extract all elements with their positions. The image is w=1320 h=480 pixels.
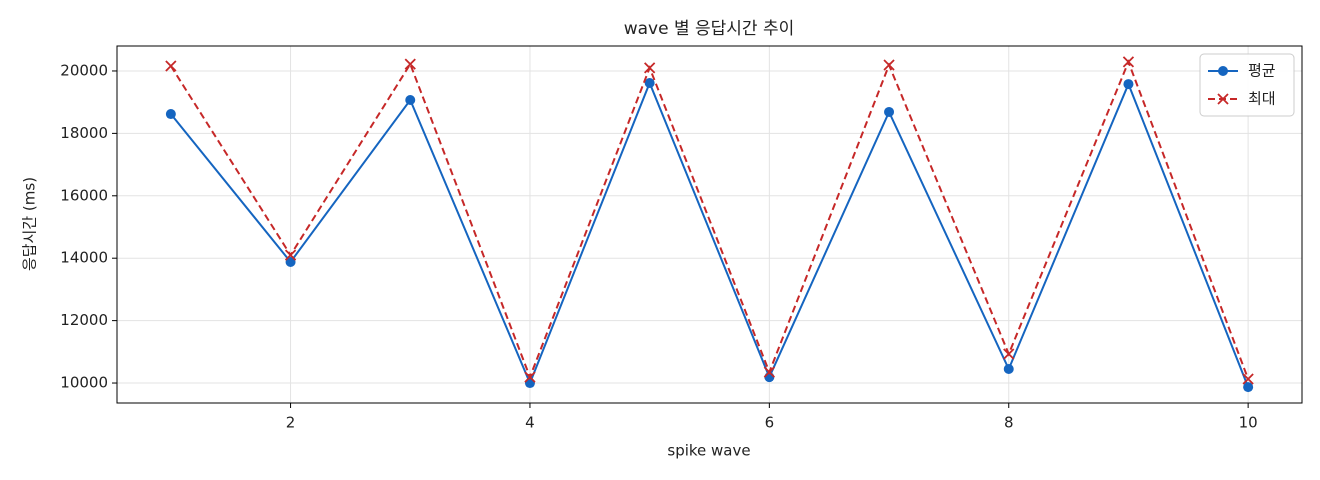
x-tick-label: 6 [765,414,775,432]
point [644,77,655,88]
legend-marker [1217,93,1229,105]
legend-label: 평균 [1248,62,1276,80]
legend-label: 최대 [1248,90,1276,108]
plot-frame [116,45,1303,404]
point [1243,382,1254,393]
y-tick-label: 14000 [60,249,108,267]
point [285,256,296,267]
series-line [170,80,1250,388]
point [884,106,895,117]
x-tick-label: 2 [286,414,296,432]
point [763,366,775,378]
x-tick-label: 8 [1004,414,1014,432]
y-tick-label: 16000 [60,186,108,204]
point [1122,56,1135,68]
point [644,62,656,74]
y-tick-label: 12000 [60,311,108,329]
y-tick-label: 20000 [60,61,108,79]
y-tick-label: 18000 [60,124,108,142]
legend-box [1199,53,1295,117]
point [404,58,416,70]
series-line [170,59,1250,380]
point [165,60,177,72]
y-tick-label: 10000 [60,374,108,392]
y-axis-label: 응답시간 (ms) [21,177,39,271]
chart-title: wave 별 응답시간 추이 [624,19,795,39]
point [405,94,416,105]
point [1003,348,1015,360]
point [883,59,895,71]
x-tick-label: 10 [1239,414,1258,432]
legend-marker [1218,66,1228,76]
point [1242,373,1254,385]
x-tick-label: 4 [525,414,535,432]
point [524,371,536,383]
point [1003,363,1014,374]
x-axis-label: spike wave [667,442,750,460]
point [165,109,176,120]
point [1123,79,1134,90]
point [284,249,297,261]
